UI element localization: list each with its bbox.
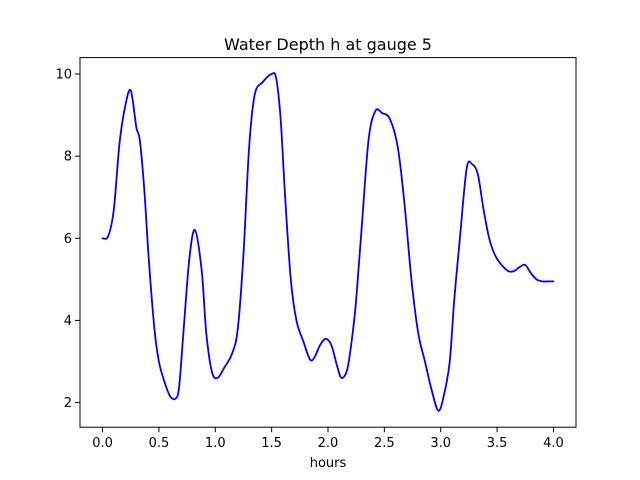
plot-area <box>101 72 555 412</box>
chart-title: Water Depth h at gauge 5 <box>224 35 432 54</box>
x-tick-label: 1.5 <box>261 436 282 451</box>
y-tick-label: 4 <box>64 314 72 329</box>
series-line <box>101 72 555 412</box>
y-tick-label: 2 <box>64 396 72 411</box>
x-tick-label: 2.5 <box>374 436 395 451</box>
x-axis: 0.0 0.5 1.0 1.5 2.0 2.5 3.0 3.5 4.0 <box>92 427 564 451</box>
x-tick-label: 0.0 <box>92 436 113 451</box>
x-tick-label: 0.5 <box>149 436 170 451</box>
x-tick-label: 4.0 <box>543 436 564 451</box>
x-tick-label: 2.0 <box>318 436 339 451</box>
y-tick-label: 10 <box>55 68 72 83</box>
x-axis-label: hours <box>310 456 347 471</box>
x-tick-label: 3.0 <box>430 436 451 451</box>
plot-frame <box>79 57 577 428</box>
x-tick-label: 1.0 <box>205 436 226 451</box>
y-axis: 2 4 6 8 10 <box>55 68 80 411</box>
x-tick-label: 3.5 <box>487 436 508 451</box>
y-tick-label: 8 <box>64 150 72 165</box>
y-tick-label: 6 <box>64 232 72 247</box>
